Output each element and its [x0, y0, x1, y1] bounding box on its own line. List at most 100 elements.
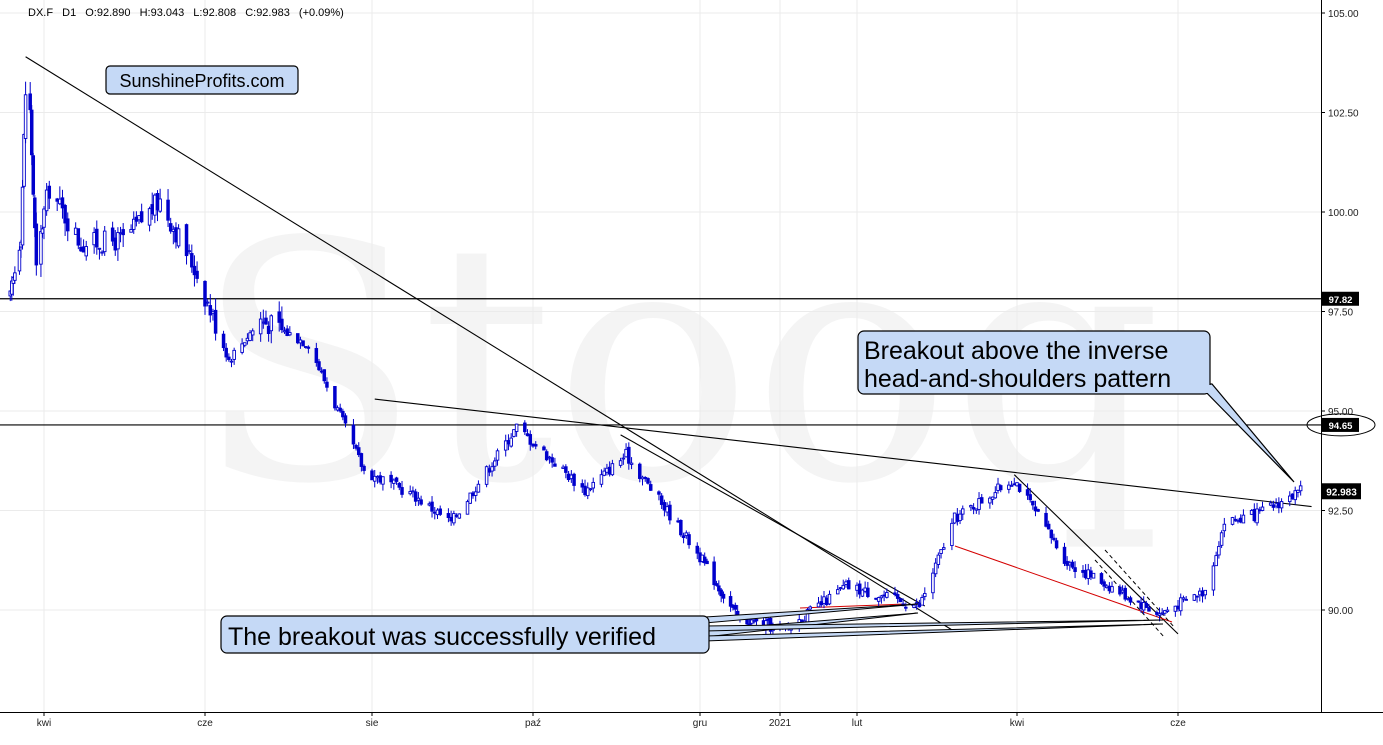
candle-body-down [446, 513, 451, 519]
x-tick-label: kwi [1010, 718, 1024, 729]
candle-body-down [1036, 509, 1040, 512]
candle-body-up [876, 597, 881, 602]
candle-body-down [166, 199, 170, 221]
candle-body-up [816, 602, 821, 608]
candle-body-up [836, 589, 840, 595]
candle-body-up [484, 466, 489, 485]
candle-body-up [602, 470, 606, 476]
candle-body-down [33, 197, 37, 229]
candle-body-down [1147, 607, 1151, 612]
candle-body-down [705, 560, 709, 565]
candle-body-up [465, 501, 470, 515]
x-tick-label: kwi [37, 718, 51, 729]
candle-body-up [97, 247, 102, 250]
last-price-badge [1322, 483, 1361, 500]
candle-body-down [681, 535, 686, 539]
candle-body-up [40, 228, 45, 234]
x-tick-label: sie [366, 718, 379, 729]
candle-body-up [838, 587, 843, 590]
candle-body-down [550, 457, 554, 463]
candle-body-up [514, 423, 519, 432]
candle-body-up [920, 597, 924, 606]
candle-body-down [277, 311, 281, 323]
candle-body-up [599, 474, 604, 485]
candle-body-up [844, 581, 848, 585]
candle-body-down [325, 381, 329, 388]
candle-body-down [542, 446, 546, 451]
candle-body-up [416, 497, 421, 501]
candle-body-down [1031, 500, 1035, 506]
verified-callout: The breakout was successfully verified [220, 603, 1164, 654]
candle-body-down [31, 155, 36, 195]
candle-body-up [1236, 519, 1240, 522]
candle-body-down [333, 386, 337, 409]
candle-body-up [621, 457, 626, 460]
candle-body-down [356, 447, 361, 456]
candle-body-up [588, 488, 593, 491]
candle-body-up [288, 332, 292, 336]
candle-body-up [1165, 609, 1170, 612]
candle-body-up [684, 532, 689, 536]
candle-body-up [610, 463, 615, 476]
dashed-channel-upper [1104, 549, 1176, 629]
open-value: O:92.890 [85, 7, 130, 19]
candle-body-down [397, 482, 402, 488]
candle-body-down [280, 318, 284, 331]
level-badge-label: 97.82 [1329, 295, 1353, 306]
x-tick-label: 2021 [769, 718, 792, 729]
candle-body-down [1144, 602, 1149, 608]
candle-body-up [13, 272, 17, 281]
candle-body-down [400, 487, 404, 495]
candle-body-up [102, 230, 107, 253]
candle-body-down [528, 434, 533, 445]
candle-body-up [232, 349, 236, 360]
candle-body-down [659, 495, 664, 505]
candle-body-down [168, 223, 173, 232]
trendlines [25, 56, 1312, 639]
candle-body-up [822, 596, 826, 604]
candle-body-down [389, 474, 393, 483]
candle-body-up [1279, 501, 1284, 509]
candle-body-down [679, 520, 683, 536]
candle-body-up [942, 547, 946, 550]
candle-body-down [60, 197, 65, 209]
candle-body-down [487, 468, 492, 473]
candle-body-up [1192, 594, 1197, 601]
candle-body-down [646, 478, 650, 484]
candle-body-up [624, 448, 628, 458]
candle-body-up [1181, 597, 1186, 600]
candle-body-down [1033, 506, 1038, 512]
candle-body-up [20, 186, 25, 246]
candle-body-up [618, 460, 623, 466]
candle-body-down [419, 499, 423, 505]
red-support-line-left [799, 603, 906, 609]
low-value: L:92.808 [193, 7, 236, 19]
candle-body-down [1252, 509, 1257, 522]
candle-body-down [1017, 483, 1022, 492]
candle-body-down [1238, 517, 1243, 523]
candle-body-down [184, 224, 189, 257]
breakout-callout-line1: Breakout above the inverse [864, 337, 1168, 365]
candle-body-up [931, 572, 935, 594]
candle-body-up [1268, 502, 1273, 506]
candle-body-down [819, 601, 824, 606]
candle-body-up [547, 456, 552, 459]
candle-body-up [860, 589, 865, 597]
candle-body-up [993, 492, 998, 499]
candle-body-up [240, 343, 244, 353]
candle-body-up [435, 509, 440, 516]
candle-body-down [668, 504, 672, 521]
candle-body-down [362, 465, 366, 471]
y-axis: 105.00 102.50 100.00 97.50 95.00 92.50 90.00 [1321, 9, 1359, 617]
candle-body-down [1052, 537, 1056, 541]
candle-body-up [665, 506, 669, 513]
logo-box [105, 65, 299, 95]
candle-body-up [39, 231, 43, 265]
candle-body-down [322, 369, 327, 382]
candle-body-down [208, 305, 213, 316]
candle-body-down [695, 545, 700, 554]
candle-body-up [250, 330, 255, 336]
x-tick-label: cze [1170, 718, 1186, 729]
candle-body-up [914, 602, 919, 605]
